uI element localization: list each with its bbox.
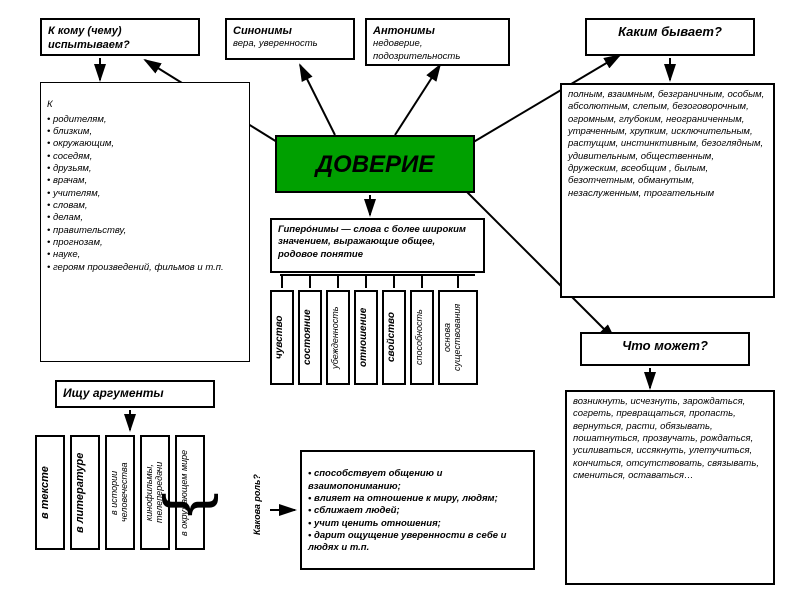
antonyms-title: Антонимы [373, 24, 502, 38]
brace: } [161, 492, 230, 516]
hyper-item-0: чувство [270, 290, 294, 385]
kind-text: полным, взаимным, безграничным, особым, … [568, 89, 764, 199]
hyper-item-5: способность [410, 290, 434, 385]
synonyms-title: Синонимы [233, 24, 347, 38]
hyper-item-6: основа существования [438, 290, 478, 385]
center-box: ДОВЕРИЕ [275, 135, 475, 193]
role-label: Какова роль? [250, 445, 268, 565]
args-item-2: в истории человечества [105, 435, 135, 550]
role-box: • способствует общению и взаимопониманию… [300, 450, 535, 570]
hyper-item-4: свойство [382, 290, 406, 385]
q-can-title: Что может? [622, 338, 708, 353]
hypernym-box: Гиперóнимы — слова с более широким значе… [270, 218, 485, 273]
synonyms-box: Синонимы вера, уверенность [225, 18, 355, 60]
can-text: возникнуть, исчезнуть, зарождаться, согр… [573, 396, 759, 481]
args-box: Ищу аргументы [55, 380, 215, 408]
center-label: ДОВЕРИЕ [316, 151, 435, 178]
who-list-box: К • родителям, • близким, • окружающим, … [40, 82, 250, 362]
synonyms-body: вера, уверенность [233, 38, 347, 50]
hyper-item-2: убежденность [326, 290, 350, 385]
kind-list-box: полным, взаимным, безграничным, особым, … [560, 83, 775, 298]
args-item-1: в литературе [70, 435, 100, 550]
args-item-0: в тексте [35, 435, 65, 550]
who-intro: К [47, 99, 53, 110]
hyper-item-3: отношение [354, 290, 378, 385]
can-list-box: возникнуть, исчезнуть, зарождаться, согр… [565, 390, 775, 585]
role-text: • способствует общению и взаимопониманию… [308, 468, 506, 553]
q-can-box: Что может? [580, 332, 750, 366]
q-kind-title: Каким бывает? [618, 24, 722, 39]
args-title: Ищу аргументы [63, 386, 164, 400]
hyper-item-1: состояние [298, 290, 322, 385]
q-kind-box: Каким бывает? [585, 18, 755, 56]
q-who-box: К кому (чему) испытываем? [40, 18, 200, 56]
q-who-title: К кому (чему) испытываем? [48, 25, 130, 51]
hypernym-text: Гиперóнимы — слова с более широким значе… [278, 224, 466, 260]
antonyms-body: недоверие, подозрительность [373, 38, 502, 63]
who-items: • родителям, • близким, • окружающим, • … [47, 114, 243, 274]
antonyms-box: Антонимы недоверие, подозрительность [365, 18, 510, 66]
